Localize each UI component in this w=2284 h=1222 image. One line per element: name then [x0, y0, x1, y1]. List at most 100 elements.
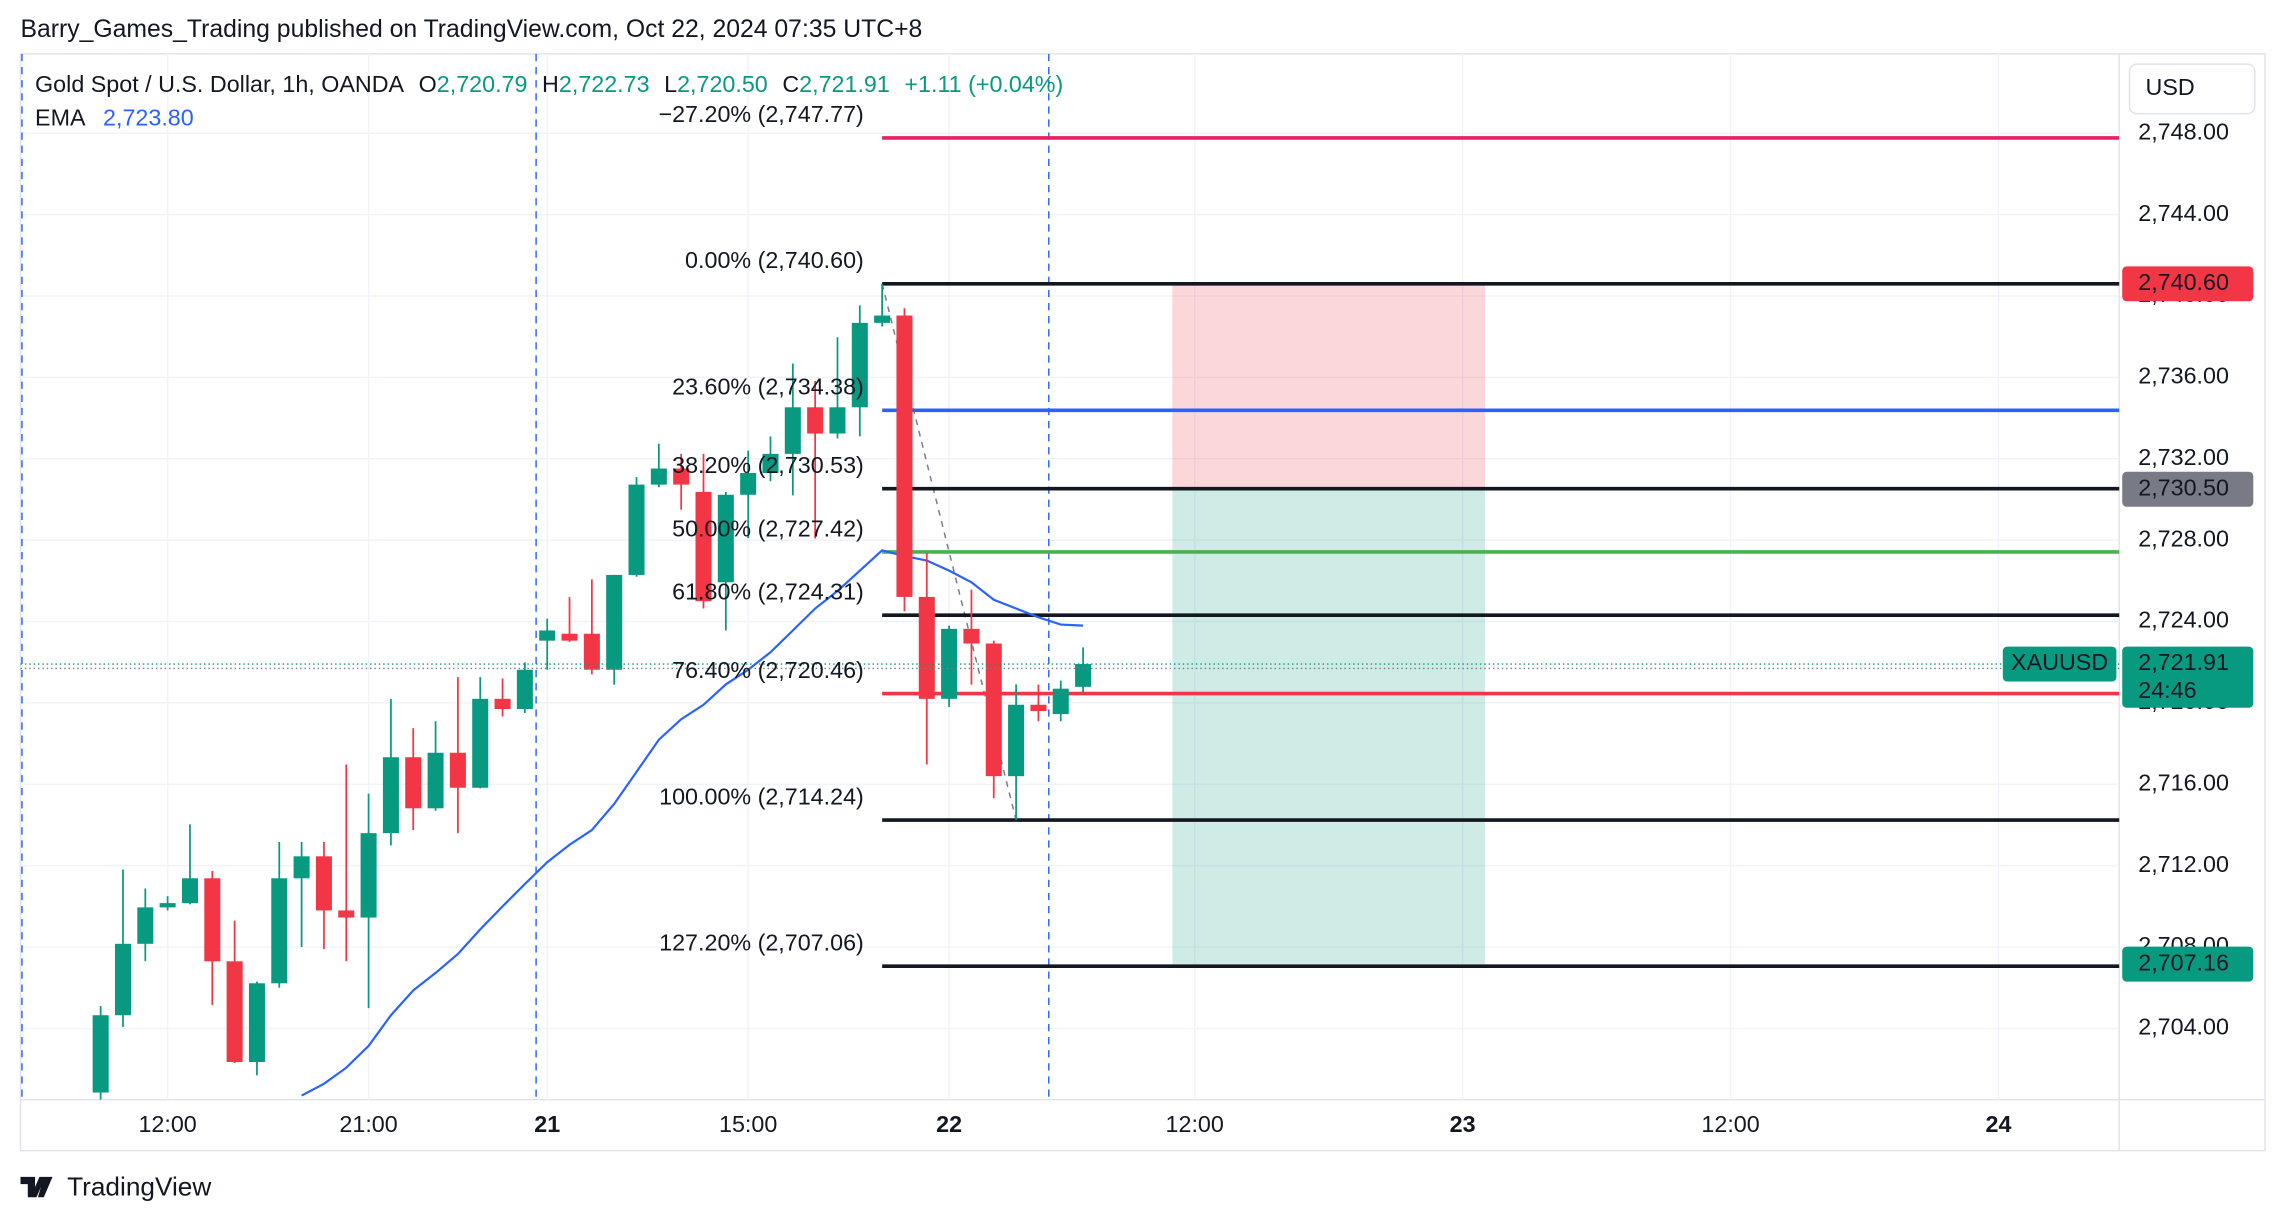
candle-body — [762, 453, 779, 474]
fib-label: 38.20% (2,730.53) — [672, 452, 864, 478]
candle-body — [941, 628, 958, 699]
candle-body — [226, 961, 243, 1063]
price-badge — [2122, 471, 2254, 507]
legend-line: Gold Spot / U.S. Dollar, 1h, OANDA O2,720… — [35, 71, 1063, 97]
fib-label: 0.00% (2,740.60) — [685, 247, 864, 273]
fib-label: 76.40% (2,720.46) — [672, 657, 864, 683]
candle-body — [338, 910, 355, 918]
currency-button[interactable] — [2128, 63, 2256, 115]
y-tick-label: 2,736.00 — [2138, 363, 2229, 389]
legend-ema-name: EMA — [35, 105, 86, 131]
candle-body — [583, 633, 600, 670]
fib-label: 61.80% (2,724.31) — [672, 579, 864, 605]
candle-body — [248, 983, 265, 1063]
candle-body — [204, 878, 221, 962]
price-badge — [2122, 266, 2254, 302]
candle-body — [963, 628, 980, 644]
legend-key: C — [782, 71, 799, 97]
grid — [20, 53, 2120, 1100]
y-tick-label: 2,704.00 — [2138, 1014, 2229, 1040]
x-tick-label: 24 — [1986, 1111, 2012, 1137]
legend-ema: EMA 2,723.80 — [35, 105, 194, 131]
legend-value: 2,722.73 — [559, 71, 650, 97]
candle-body — [159, 903, 176, 908]
candle-body — [472, 698, 489, 788]
candle-body — [1030, 704, 1047, 712]
candle-body — [405, 757, 422, 809]
legend-symbol: Gold Spot / U.S. Dollar, 1h, OANDA — [35, 71, 404, 97]
candle-body — [360, 833, 377, 918]
candle-body — [1075, 664, 1092, 687]
x-tick-label: 12:00 — [1166, 1111, 1224, 1137]
x-tick-label: 15:00 — [719, 1111, 777, 1137]
y-tick-label: 2,732.00 — [2138, 444, 2229, 470]
candle-body — [829, 407, 846, 434]
fib-label: 100.00% (2,714.24) — [659, 783, 864, 809]
y-tick-label: 2,712.00 — [2138, 851, 2229, 877]
candle-body — [494, 698, 511, 710]
candle-body — [114, 943, 131, 1016]
candle-body — [985, 643, 1002, 777]
legend-ema-value: 2,723.80 — [103, 105, 194, 131]
candle-body — [1008, 704, 1025, 777]
candle-body — [181, 878, 198, 904]
price-badge — [2122, 946, 2254, 982]
price-badge-label: 2,740.60 — [2138, 269, 2229, 295]
x-tick-label: 22 — [936, 1111, 962, 1137]
brand: TradingView — [67, 1171, 211, 1201]
candle-body — [740, 473, 757, 495]
target-zone — [1172, 489, 1485, 965]
price-badge-label: 2,730.50 — [2138, 474, 2229, 500]
candle-body — [539, 630, 556, 641]
y-tick-label: 2,744.00 — [2138, 200, 2229, 226]
candle-body — [606, 574, 623, 670]
x-tick-label: 23 — [1450, 1111, 1476, 1137]
fib-label: 127.20% (2,707.06) — [659, 929, 864, 955]
x-tick-label: 21:00 — [339, 1111, 397, 1137]
y-tick-label: 2,724.00 — [2138, 607, 2229, 633]
candle-body — [516, 669, 533, 710]
y-tick-label: 2,728.00 — [2138, 525, 2229, 551]
price-badge-label: 2,707.16 — [2138, 949, 2229, 975]
x-tick-label: 12:00 — [138, 1111, 196, 1137]
fib-label: −27.20% (2,747.77) — [659, 101, 864, 127]
candle-body — [293, 856, 310, 879]
candle-body — [851, 322, 868, 408]
legend-value: 2,721.91 — [799, 71, 890, 97]
candle-body — [717, 494, 734, 583]
candle-body — [427, 752, 444, 809]
candle-body — [382, 757, 399, 834]
fib-label: 50.00% (2,727.42) — [672, 515, 864, 541]
legend-key: O — [419, 71, 437, 97]
candle-body — [449, 752, 466, 788]
candle-body — [137, 907, 154, 944]
candle-body — [896, 315, 913, 597]
x-tick-label: 21 — [534, 1111, 560, 1137]
candle-body — [874, 315, 891, 323]
stop-zone — [1172, 283, 1485, 490]
last-price-label: 2,721.91 — [2138, 649, 2229, 675]
candle-body — [784, 407, 801, 454]
y-tick-label: 2,748.00 — [2138, 118, 2229, 144]
labels: 2,704.002,708.002,712.002,716.002,720.00… — [138, 101, 2254, 1137]
candle-body — [650, 468, 667, 485]
candle-body — [807, 407, 824, 434]
countdown: 24:46 — [2138, 677, 2196, 703]
candle-body — [271, 878, 288, 984]
candle-body — [695, 491, 712, 602]
candle-body — [561, 633, 578, 641]
published-line: Barry_Games_Trading published on Trading… — [20, 16, 922, 43]
symbol-label: XAUUSD — [2011, 649, 2108, 675]
candle-body — [92, 1015, 109, 1093]
candle-body — [1052, 688, 1069, 715]
fib-label: 23.60% (2,734.38) — [672, 374, 864, 400]
currency[interactable]: USD — [2146, 74, 2195, 100]
legend-key: H — [542, 71, 559, 97]
frame — [19, 53, 2266, 1152]
candle-body — [628, 484, 645, 575]
last-price-badge — [2122, 646, 2254, 708]
candle-body — [918, 596, 935, 699]
y-tick-label: 2,716.00 — [2138, 769, 2229, 795]
